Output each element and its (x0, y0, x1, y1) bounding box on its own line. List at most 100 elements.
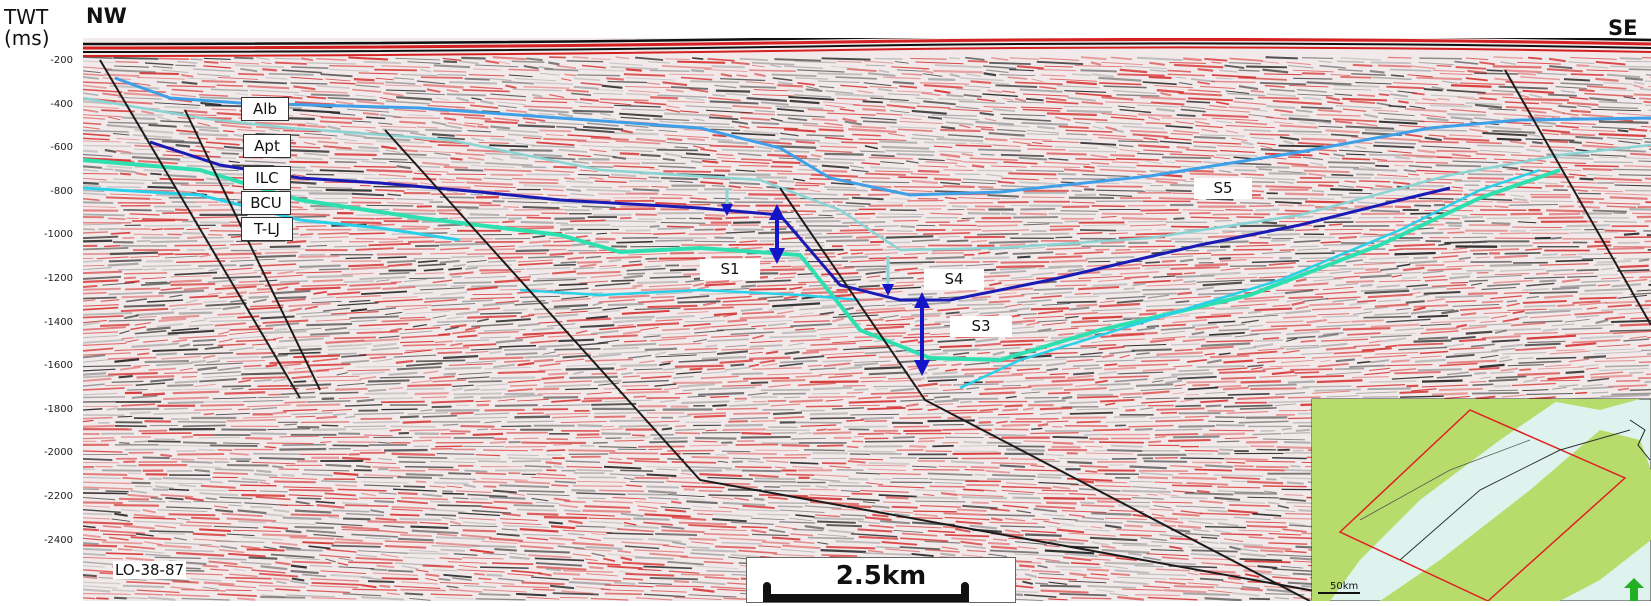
seismic-reflection (173, 392, 220, 394)
seismic-reflection (1285, 194, 1324, 195)
seismic-reflection (1077, 233, 1103, 234)
seismic-reflection (1132, 349, 1172, 350)
seismic-reflection (408, 241, 434, 242)
seismic-reflection (196, 183, 234, 184)
seismic-reflection (1122, 218, 1167, 219)
seismic-reflection (171, 284, 216, 285)
seismic-reflection (1236, 217, 1264, 218)
seismic-reflection (554, 349, 600, 350)
seismic-reflection (934, 179, 961, 180)
seismic-reflection (642, 163, 686, 164)
seismic-reflection (802, 352, 819, 353)
seismic-reflection (465, 471, 488, 472)
seismic-reflection (705, 345, 717, 346)
seismic-reflection (127, 390, 148, 391)
seismic-reflection (1451, 273, 1471, 274)
seismic-reflection (322, 425, 339, 426)
seismic-reflection (1577, 270, 1599, 271)
seismic-reflection (200, 405, 244, 406)
seismic-reflection (1061, 182, 1075, 183)
seismic-reflection (893, 82, 914, 84)
seismic-reflection (1378, 234, 1415, 235)
seismic-reflection (817, 445, 844, 446)
seismic-reflection (742, 471, 781, 472)
seismic-reflection (1104, 364, 1117, 365)
seismic-reflection (83, 191, 104, 192)
seismic-reflection (1211, 81, 1256, 82)
seismic-reflection (1529, 292, 1578, 293)
seismic-reflection (1538, 217, 1584, 218)
seismic-reflection (392, 454, 435, 455)
seismic-reflection (806, 406, 843, 407)
seismic-reflection (1216, 155, 1258, 156)
seismic-reflection (861, 381, 884, 382)
seismic-reflection (1492, 223, 1511, 224)
seismic-reflection (1258, 98, 1299, 99)
seismic-reflection (83, 146, 131, 147)
seismic-reflection (972, 166, 984, 168)
seismic-reflection (712, 66, 745, 67)
seismic-reflection (526, 174, 570, 175)
seismic-reflection (1337, 61, 1364, 62)
seismic-reflection (749, 70, 796, 71)
seismic-reflection (1147, 326, 1159, 327)
seismic-reflection (772, 380, 806, 381)
seismic-reflection (1472, 393, 1519, 394)
seismic-reflection (83, 266, 105, 267)
seismic-reflection (566, 369, 615, 370)
seismic-reflection (311, 95, 350, 96)
seismic-reflection (798, 433, 812, 434)
seismic-reflection (238, 409, 250, 410)
seismic-reflection (1177, 293, 1192, 294)
seismic-reflection (1477, 94, 1513, 95)
seismic-reflection (732, 373, 764, 374)
seismic-reflection (291, 182, 317, 184)
seismic-reflection (1002, 425, 1031, 426)
seismic-reflection (952, 206, 968, 207)
seismic-reflection (942, 429, 980, 430)
seismic-reflection (1293, 78, 1332, 79)
seismic-reflection (1259, 237, 1271, 238)
seismic-reflection (1001, 213, 1017, 214)
seismic-reflection (195, 470, 210, 471)
seismic-reflection (200, 222, 230, 223)
seismic-reflection (333, 218, 375, 219)
seismic-reflection (1302, 73, 1325, 74)
seismic-reflection (1342, 159, 1370, 160)
seismic-reflection (780, 246, 825, 247)
seismic-reflection (412, 179, 436, 180)
seismic-reflection (1001, 262, 1050, 263)
seismic-reflection (495, 405, 538, 406)
seismic-reflection (619, 392, 669, 393)
seismic-reflection (1037, 477, 1061, 478)
seismic-reflection (964, 442, 982, 443)
seismic-reflection (871, 393, 919, 394)
seismic-reflection (83, 185, 101, 186)
seismic-reflection (1178, 426, 1214, 427)
seismic-reflection (1213, 214, 1252, 215)
seismic-reflection (374, 70, 417, 71)
seismic-reflection (810, 413, 848, 414)
seismic-reflection (646, 259, 658, 260)
seismic-reflection (1155, 437, 1166, 438)
seismic-reflection (820, 374, 835, 375)
seismic-reflection (503, 309, 527, 310)
seismic-reflection (810, 382, 859, 383)
seismic-reflection (1295, 253, 1335, 254)
seismic-reflection (675, 426, 686, 427)
seismic-reflection (667, 139, 682, 140)
seismic-reflection (740, 87, 777, 88)
seismic-reflection (183, 442, 217, 443)
seismic-reflection (160, 455, 172, 456)
seismic-reflection (548, 373, 568, 374)
seismic-reflection (779, 181, 795, 182)
seismic-reflection (960, 402, 972, 403)
seismic-reflection (1008, 173, 1056, 174)
seismic-reflection (1278, 205, 1293, 206)
seismic-reflection (1324, 177, 1371, 178)
seismic-reflection (804, 450, 845, 451)
seismic-reflection (1318, 185, 1334, 186)
seismic-reflection (287, 241, 306, 242)
seismic-reflection (1027, 149, 1065, 150)
seismic-reflection (1255, 210, 1279, 211)
